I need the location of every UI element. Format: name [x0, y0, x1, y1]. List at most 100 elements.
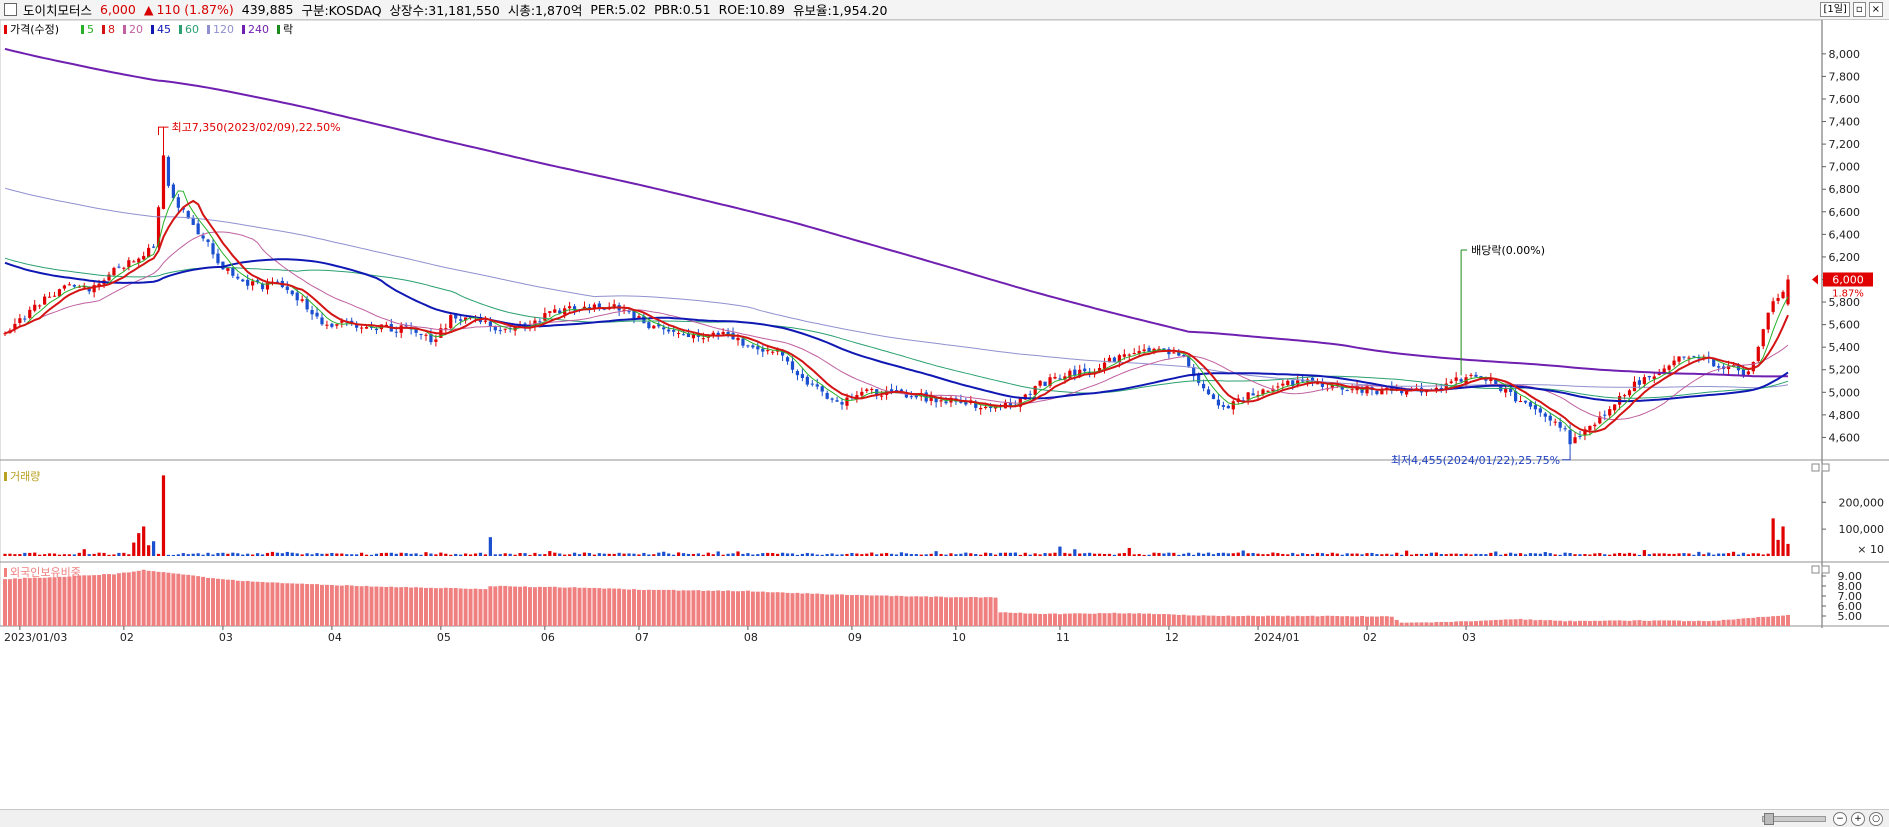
foreign-bar	[1087, 613, 1092, 626]
foreign-bar	[1181, 614, 1186, 626]
restore-icon[interactable]: ▫	[1852, 2, 1866, 17]
candle-body	[1682, 356, 1686, 358]
volume-bar	[780, 552, 785, 556]
volume-bar	[226, 553, 230, 556]
volume-bar	[716, 551, 720, 556]
candle-body	[751, 345, 755, 348]
candle-body	[622, 309, 626, 311]
candle-body	[988, 406, 993, 409]
volume-bar	[1598, 553, 1602, 556]
foreign-bar	[1157, 614, 1161, 626]
candle-body	[23, 318, 27, 320]
candle-body	[498, 330, 502, 332]
candle-body	[1756, 346, 1760, 362]
y-tick-label: 200,000	[1839, 496, 1885, 509]
foreign-bar	[706, 590, 711, 626]
zoom-in-icon[interactable]: +	[1851, 812, 1865, 826]
candle-body	[795, 371, 800, 376]
candle-body	[290, 290, 294, 295]
volume-bar	[1107, 553, 1112, 556]
foreign-bar	[374, 586, 379, 626]
foreign-bar	[790, 593, 795, 626]
candle-body	[1444, 383, 1448, 389]
foreign-bar	[968, 597, 973, 626]
candle-body	[186, 211, 190, 219]
volume-bar	[1291, 552, 1295, 556]
plot-frame	[0, 19, 1823, 627]
candle-body	[929, 396, 933, 401]
panel-maximize-icon	[1811, 565, 1820, 574]
candle-body	[156, 207, 161, 248]
candle-body	[1315, 383, 1320, 385]
volume-bar	[1355, 553, 1359, 556]
period-button[interactable]: [1일]	[1820, 2, 1850, 17]
candle-body	[736, 337, 740, 341]
volume-bar	[1627, 552, 1632, 556]
volume-bar	[1751, 553, 1755, 556]
foreign-bar	[463, 588, 468, 626]
volume-bar	[1722, 553, 1726, 556]
candle-body	[1712, 358, 1716, 367]
foreign-bar	[1320, 615, 1325, 626]
foreign-bar	[1355, 616, 1360, 626]
volume-bar	[1197, 552, 1201, 556]
foreign-bar	[755, 591, 760, 626]
volume-bar	[8, 553, 12, 556]
candle-body	[1553, 421, 1557, 423]
foreign-bar	[1038, 613, 1043, 626]
low-annotation: 최저4,455(2024/01/22),25.75%	[1391, 454, 1560, 467]
foreign-bar	[1409, 622, 1414, 626]
candle-body	[132, 261, 136, 263]
ma45-line	[4, 258, 1789, 403]
foreign-bar	[939, 596, 944, 626]
volume-bar	[241, 554, 245, 556]
candle-body	[394, 331, 398, 333]
volume-bar	[1523, 554, 1528, 556]
volume-bar	[1746, 554, 1750, 556]
candle-body	[335, 324, 339, 326]
legend-swatch-ma20	[123, 25, 126, 34]
volume-bar	[1226, 553, 1230, 556]
foreign-bar	[146, 570, 151, 626]
volume-bar	[1008, 552, 1013, 556]
zoom-out-icon[interactable]: −	[1833, 812, 1847, 826]
volume-bar	[409, 553, 413, 556]
foreign-bar	[919, 596, 924, 626]
foreign-bar	[1176, 614, 1181, 626]
candle-body	[1221, 405, 1225, 407]
foreign-bar	[1786, 614, 1790, 626]
volume-bar	[1340, 554, 1344, 556]
candle-body	[325, 324, 329, 326]
foreign-bar	[428, 587, 433, 626]
volume-bar	[468, 554, 473, 556]
volume-bar	[686, 553, 691, 556]
checkbox-icon[interactable]	[4, 3, 17, 16]
candle-body	[1117, 355, 1121, 363]
foreign-bar	[1518, 618, 1523, 626]
candle-body	[122, 267, 126, 269]
zoom-thumb[interactable]	[1764, 813, 1774, 825]
zoom-reset-icon[interactable]: ○	[1869, 812, 1883, 826]
candle-body	[805, 376, 809, 385]
foreign-bar	[22, 577, 27, 626]
volume-bar	[151, 541, 156, 556]
foreign-bar	[1459, 621, 1464, 626]
foreign-bar	[1622, 620, 1627, 626]
volume-bar	[62, 554, 67, 556]
ma120-line	[4, 187, 1789, 389]
close-icon[interactable]: ×	[1868, 2, 1883, 17]
foreign-bar	[458, 588, 463, 626]
foreign-bar	[478, 589, 483, 626]
candle-body	[28, 309, 32, 318]
volume-bar	[1192, 554, 1196, 556]
zoom-track[interactable]	[1762, 816, 1826, 822]
foreign-bar	[389, 586, 394, 626]
scrollbar[interactable]: − + ○	[0, 809, 1889, 827]
volume-bar	[404, 553, 408, 556]
foreign-bar	[1523, 619, 1528, 626]
candle-body	[1583, 429, 1587, 436]
foreign-bar	[736, 591, 740, 626]
candle-body	[231, 267, 235, 276]
volume-bar	[795, 554, 800, 556]
volume-bar	[1350, 553, 1354, 556]
